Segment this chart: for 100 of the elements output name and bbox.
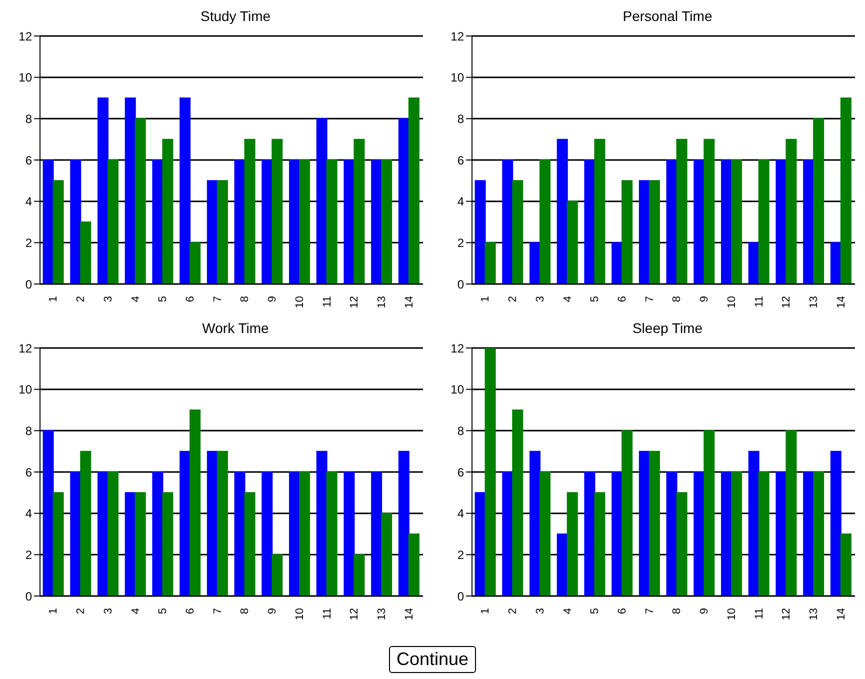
x-tick-label: 1 bbox=[480, 608, 492, 614]
bar bbox=[648, 180, 660, 284]
x-tick-label: 6 bbox=[616, 296, 628, 302]
bar bbox=[371, 472, 382, 596]
y-tick-label: 2 bbox=[25, 236, 32, 250]
bar bbox=[566, 492, 578, 596]
bar bbox=[80, 222, 92, 284]
chart-title: Sleep Time bbox=[631, 320, 704, 338]
y-tick-label: 8 bbox=[457, 112, 464, 126]
bar bbox=[584, 160, 596, 284]
x-tick-label: 13 bbox=[376, 608, 388, 620]
x-tick-label: 2 bbox=[75, 608, 88, 614]
x-tick-label: 6 bbox=[616, 608, 628, 614]
continue-button[interactable]: Continue bbox=[389, 646, 476, 673]
bar bbox=[830, 450, 842, 596]
bar bbox=[730, 160, 742, 284]
bar bbox=[502, 160, 514, 284]
bar bbox=[676, 138, 688, 284]
x-tick-label: 1 bbox=[48, 608, 60, 614]
x-tick-label: 11 bbox=[321, 608, 334, 620]
y-tick-label: 12 bbox=[450, 341, 464, 356]
bar bbox=[316, 450, 328, 596]
x-tick-label: 7 bbox=[644, 608, 656, 614]
x-tick-label: 10 bbox=[294, 296, 306, 308]
x-tick-label: 14 bbox=[403, 296, 416, 308]
bar bbox=[484, 242, 496, 284]
x-tick-label: 7 bbox=[212, 608, 224, 614]
bar bbox=[398, 118, 410, 284]
bar bbox=[813, 472, 824, 596]
bar bbox=[180, 98, 191, 284]
x-tick-label: 1 bbox=[480, 296, 492, 302]
x-tick-label: 11 bbox=[321, 296, 334, 308]
x-tick-label: 5 bbox=[157, 296, 170, 302]
x-tick-label: 13 bbox=[808, 296, 820, 308]
bar bbox=[52, 180, 64, 284]
y-tick-label: 10 bbox=[450, 70, 464, 85]
y-tick-label: 4 bbox=[25, 194, 32, 209]
bar bbox=[180, 450, 191, 596]
x-tick-label: 5 bbox=[589, 608, 602, 614]
bar bbox=[326, 472, 338, 596]
bar bbox=[408, 534, 420, 596]
bar bbox=[124, 492, 136, 596]
y-tick-label: 10 bbox=[18, 382, 32, 397]
bar bbox=[786, 430, 797, 596]
bar bbox=[529, 242, 540, 284]
bar bbox=[720, 472, 732, 596]
bar bbox=[748, 242, 760, 284]
bar bbox=[152, 160, 164, 284]
x-tick-label: 5 bbox=[589, 296, 602, 302]
x-tick-label: 13 bbox=[376, 296, 388, 308]
bar bbox=[704, 138, 715, 284]
bar bbox=[272, 138, 283, 284]
x-tick-label: 9 bbox=[266, 608, 279, 614]
x-tick-label: 5 bbox=[157, 608, 170, 614]
bar bbox=[556, 534, 568, 596]
bar bbox=[124, 98, 136, 284]
bar bbox=[612, 472, 623, 596]
bar bbox=[262, 472, 273, 596]
x-tick-label: 10 bbox=[726, 608, 738, 620]
bar bbox=[612, 242, 623, 284]
x-tick-label: 6 bbox=[184, 608, 196, 614]
bar bbox=[704, 430, 715, 596]
bar bbox=[512, 410, 524, 596]
x-tick-label: 2 bbox=[507, 296, 520, 302]
x-tick-label: 8 bbox=[671, 608, 684, 614]
x-tick-label: 8 bbox=[239, 608, 252, 614]
bar bbox=[512, 180, 524, 284]
x-tick-label: 11 bbox=[753, 608, 766, 620]
bar bbox=[216, 450, 228, 596]
x-tick-label: 10 bbox=[726, 296, 738, 308]
bar bbox=[758, 472, 770, 596]
bar bbox=[107, 472, 118, 596]
x-tick-label: 2 bbox=[507, 608, 520, 614]
bar bbox=[190, 242, 201, 284]
bar bbox=[42, 430, 54, 596]
y-tick-label: 12 bbox=[450, 29, 464, 44]
bar bbox=[42, 160, 54, 284]
bar bbox=[162, 138, 174, 284]
bar bbox=[638, 450, 650, 596]
bar bbox=[97, 472, 108, 596]
bar bbox=[134, 492, 146, 596]
bar bbox=[776, 160, 787, 284]
bar bbox=[666, 160, 678, 284]
bar bbox=[676, 492, 688, 596]
bar bbox=[502, 472, 514, 596]
bar bbox=[381, 160, 392, 284]
bar bbox=[803, 160, 814, 284]
y-tick-label: 6 bbox=[457, 465, 464, 480]
x-tick-label: 4 bbox=[130, 608, 142, 614]
bar bbox=[234, 472, 246, 596]
bar bbox=[398, 450, 410, 596]
bar bbox=[162, 492, 174, 596]
x-tick-label: 3 bbox=[534, 608, 546, 614]
bar bbox=[262, 160, 273, 284]
bar bbox=[566, 200, 578, 284]
y-tick-label: 0 bbox=[25, 589, 32, 604]
bar bbox=[344, 160, 355, 284]
bar bbox=[190, 410, 201, 596]
y-tick-label: 12 bbox=[18, 341, 32, 356]
bar bbox=[97, 98, 108, 284]
